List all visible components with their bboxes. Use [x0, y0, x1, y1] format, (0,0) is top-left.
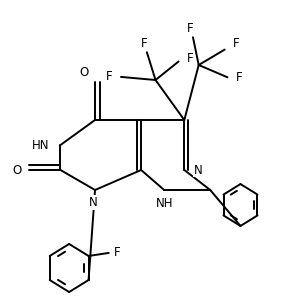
- Text: F: F: [187, 52, 194, 65]
- Text: F: F: [106, 71, 113, 83]
- Text: HN: HN: [32, 139, 49, 152]
- Text: N: N: [89, 196, 98, 209]
- Text: O: O: [79, 66, 88, 79]
- Text: F: F: [141, 37, 147, 50]
- Text: NH: NH: [156, 197, 173, 210]
- Text: F: F: [114, 246, 121, 259]
- Text: F: F: [233, 37, 240, 50]
- Text: F: F: [236, 71, 242, 84]
- Text: O: O: [13, 164, 22, 176]
- Text: N: N: [194, 164, 203, 176]
- Text: F: F: [187, 22, 194, 34]
